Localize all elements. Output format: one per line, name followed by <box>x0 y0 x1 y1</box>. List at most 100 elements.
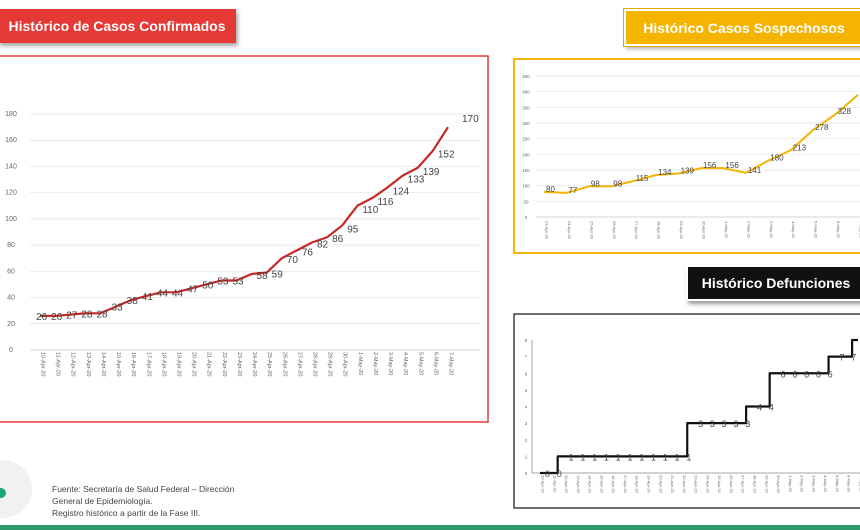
confirmados-x-tick-label: 15-Apr-20 <box>115 352 121 376</box>
defunciones-data-label: 4 <box>769 403 774 413</box>
defunciones-ytick-label: 3 <box>525 421 528 426</box>
sospechosos-data-label: 80 <box>546 185 555 194</box>
confirmados-frame <box>0 55 489 423</box>
defunciones-x-tick-label: 1-May-20 <box>788 475 793 493</box>
confirmados-x-tick-label: 20-Apr-20 <box>191 352 197 376</box>
confirmados-data-label: 41 <box>142 292 154 303</box>
defunciones-ytick-label: 1 <box>525 454 528 459</box>
sospechosos-x-tick-label: 1-May-20 <box>724 221 729 239</box>
defunciones-data-label: 1 <box>663 452 668 462</box>
confirmados-data-label: 139 <box>423 167 440 178</box>
sospechosos-x-tick-label: 23-Apr-20 <box>545 221 550 240</box>
defunciones-x-tick-label: 30-Apr-20 <box>776 475 781 494</box>
confirmados-x-tick-label: 5-May-20 <box>417 352 423 375</box>
confirmados-ytick-label: 180 <box>5 111 17 118</box>
sospechosos-x-tick-label: 25-Apr-20 <box>589 221 594 240</box>
confirmados-x-tick-label: 28-Apr-20 <box>312 352 318 376</box>
confirmados-ytick-label: 140 <box>5 163 17 170</box>
confirmados-x-tick-label: 26-Apr-20 <box>281 352 287 376</box>
logo-icon <box>0 488 6 498</box>
confirmados-data-label: 44 <box>157 288 169 299</box>
confirmados-x-tick-label: 14-Apr-20 <box>100 352 106 376</box>
defunciones-ytick-label: 6 <box>525 371 528 376</box>
confirmados-data-label: 47 <box>187 284 199 295</box>
defunciones-data-label: 1 <box>604 452 609 462</box>
defunciones-data-label: 1 <box>580 452 585 462</box>
defunciones-data-label: 3 <box>745 419 750 429</box>
defunciones-x-tick-label: 27-Apr-20 <box>741 475 746 494</box>
confirmados-x-tick-label: 11-Apr-20 <box>55 352 61 376</box>
sospechosos-x-tick-label: 30-Apr-20 <box>702 221 707 240</box>
sospechosos-data-label: 77 <box>568 186 577 195</box>
confirmados-data-label: 28 <box>81 309 93 320</box>
defunciones-x-tick-label: 16-Apr-20 <box>611 475 616 494</box>
confirmados-data-label: 116 <box>377 197 393 208</box>
confirmados-x-tick-label: 19-Apr-20 <box>176 352 182 376</box>
sospechosos-x-tick-label: 5-May-20 <box>814 221 819 239</box>
sospechosos-data-label: 139 <box>681 166 695 175</box>
defunciones-data-label: 0 <box>557 469 562 479</box>
defunciones-ytick-label: 8 <box>525 338 528 343</box>
confirmados-data-label: 70 <box>287 255 299 266</box>
defunciones-x-tick-label: 26-Apr-20 <box>729 475 734 494</box>
defunciones-data-label: 6 <box>781 369 786 379</box>
confirmados-data-label: 76 <box>302 247 314 258</box>
sospechosos-x-tick-label: 4-May-20 <box>791 221 796 239</box>
confirmados-x-tick-label: 24-Apr-20 <box>251 352 257 376</box>
confirmados-title: Histórico de Casos Confirmados <box>0 9 236 43</box>
confirmados-ytick-label: 20 <box>7 321 15 328</box>
sospechosos-ytick-label: 450 <box>522 74 530 79</box>
confirmados-x-tick-label: 17-Apr-20 <box>145 352 151 376</box>
confirmados-x-tick-label: 10-Apr-20 <box>40 352 46 376</box>
confirmados-data-label: 44 <box>172 288 184 299</box>
confirmados-data-label: 110 <box>362 205 378 216</box>
confirmados-ytick-label: 40 <box>7 295 15 302</box>
defunciones-data-label: 1 <box>569 452 574 462</box>
sospechosos-data-label: 134 <box>658 168 672 177</box>
sospechosos-data-label: 115 <box>636 174 649 183</box>
confirmados-data-label: 53 <box>232 277 244 288</box>
sospechosos-data-label: 213 <box>793 143 807 152</box>
confirmados-x-tick-label: 22-Apr-20 <box>221 352 227 376</box>
defunciones-data-label: 1 <box>616 452 621 462</box>
confirmados-data-label: 82 <box>317 239 329 250</box>
defunciones-x-tick-label: 13-Apr-20 <box>576 475 581 494</box>
confirmados-data-label: 86 <box>332 234 344 245</box>
defunciones-x-tick-label: 10-Apr-20 <box>541 475 546 494</box>
footer-bar <box>0 525 860 530</box>
sospechosos-x-tick-label: 29-Apr-20 <box>679 221 684 240</box>
confirmados-data-label: 53 <box>217 277 229 288</box>
source-note: Fuente: Secretaría de Salud Federal – Di… <box>52 483 234 519</box>
sospechosos-ytick-label: 100 <box>522 184 530 189</box>
defunciones-title: Histórico Defunciones <box>686 265 860 301</box>
confirmados-data-label: 124 <box>393 186 410 197</box>
defunciones-x-tick-label: 20-Apr-20 <box>658 475 663 494</box>
defunciones-data-label: 0 <box>545 469 550 479</box>
confirmados-ytick-label: 160 <box>5 137 17 144</box>
defunciones-data-label: 6 <box>816 369 821 379</box>
confirmados-data-label: 58 <box>257 271 269 282</box>
sospechosos-data-label: 156 <box>703 161 717 170</box>
confirmados-x-tick-label: 29-Apr-20 <box>327 352 333 376</box>
confirmados-data-label: 27 <box>66 311 78 322</box>
chart-sospechosos: 0 50 100 150 200 250 300 350 400 450 80 77 98 98 115 13… <box>513 58 860 254</box>
defunciones-x-tick-label: 2-May-20 <box>800 475 805 493</box>
defunciones-ytick-label: 7 <box>525 355 528 360</box>
confirmados-x-tick-label: 1-May-20 <box>357 352 363 375</box>
confirmados-ytick-label: 120 <box>5 190 17 197</box>
defunciones-series-line <box>540 338 858 475</box>
defunciones-data-label: 3 <box>733 419 738 429</box>
sospechosos-data-label: 180 <box>770 154 784 163</box>
confirmados-x-tick-label: 2-May-20 <box>372 352 378 375</box>
defunciones-x-tick-label: 21-Apr-20 <box>670 475 675 494</box>
defunciones-ytick-label: 5 <box>525 388 528 393</box>
confirmados-series-line <box>40 126 449 318</box>
confirmados-x-tick-label: 16-Apr-20 <box>130 352 136 376</box>
confirmados-ytick-label: 100 <box>5 216 17 223</box>
sospechosos-data-label: 98 <box>613 179 622 188</box>
confirmados-x-tick-label: 30-Apr-20 <box>342 352 348 376</box>
defunciones-data-label: 4 <box>757 403 762 413</box>
